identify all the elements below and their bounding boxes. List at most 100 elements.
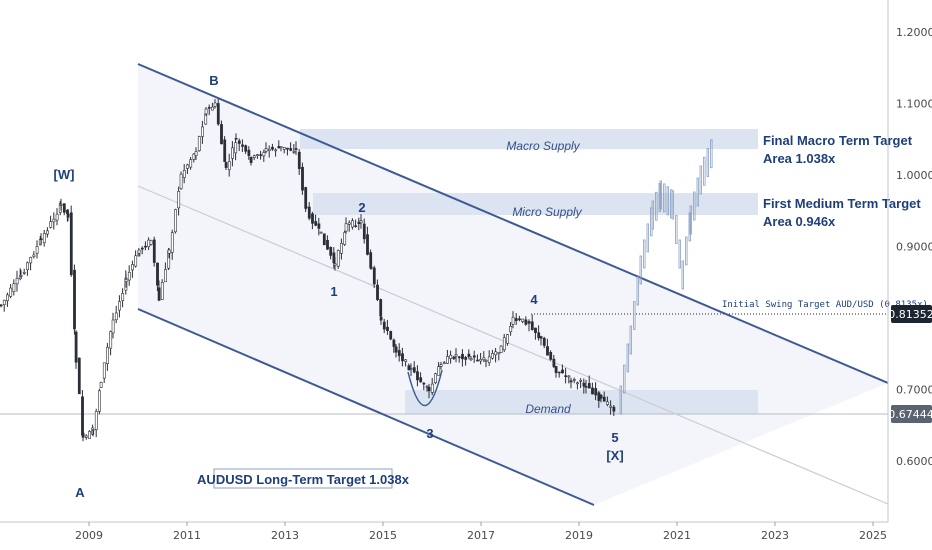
- candle-body: [366, 234, 369, 255]
- candle-body: [15, 278, 19, 285]
- candle-body: [506, 334, 509, 344]
- candle-body: [77, 357, 81, 395]
- projection-candle: [689, 205, 693, 235]
- candle-body: [234, 138, 238, 140]
- micro-supply-zone: [313, 193, 758, 215]
- candle-body: [354, 225, 358, 227]
- projection-candle: [675, 215, 678, 244]
- candle-body: [19, 275, 23, 277]
- candle-body: [479, 359, 483, 362]
- candle-body: [372, 267, 376, 285]
- x-tick-label: 2019: [565, 529, 593, 542]
- candle-body: [379, 316, 383, 321]
- candle-body: [282, 147, 286, 150]
- candle-body: [446, 356, 449, 364]
- projection-candle: [633, 301, 636, 330]
- candle-body: [469, 358, 473, 361]
- wave-label-2: 2: [358, 200, 365, 215]
- candle-body: [609, 405, 613, 408]
- candle-body: [569, 380, 573, 383]
- candle-body: [304, 206, 308, 209]
- candle-body: [94, 411, 98, 431]
- candle-body: [416, 371, 419, 381]
- x-tick-label: 2023: [761, 529, 789, 542]
- x-tick-label: 2017: [467, 529, 495, 542]
- projection-candle: [710, 139, 713, 169]
- candle-body: [397, 350, 401, 357]
- candle-body: [137, 249, 141, 254]
- candle-body: [301, 166, 304, 191]
- projection-candle: [636, 276, 640, 306]
- candle-body: [494, 351, 498, 356]
- projection-candle: [639, 255, 643, 285]
- candle-body: [164, 269, 167, 283]
- candle-body: [412, 367, 416, 373]
- projection-candle: [693, 191, 696, 221]
- candle-body: [106, 346, 109, 364]
- candle-body: [182, 170, 186, 178]
- candle-body: [256, 154, 259, 157]
- candle-body: [81, 432, 85, 438]
- candle-body: [62, 203, 66, 213]
- candle-body: [277, 146, 281, 149]
- x-tick-label: 2015: [369, 529, 397, 542]
- candle-body: [518, 318, 521, 321]
- candle-body: [32, 254, 36, 257]
- candle-body: [98, 390, 101, 412]
- final-target-line1: Final Macro Term Target: [763, 133, 913, 148]
- candle-body: [157, 287, 161, 301]
- projection-candle: [663, 183, 666, 213]
- wave-label-4: 4: [530, 292, 538, 307]
- candle-body: [599, 394, 603, 399]
- candle-body: [344, 223, 348, 232]
- candle-body: [252, 155, 256, 158]
- candle-body: [612, 406, 616, 412]
- candle-body: [147, 239, 151, 247]
- wave-label-a: A: [75, 485, 85, 500]
- candle-body: [207, 107, 211, 109]
- candle-body: [289, 148, 293, 151]
- candle-body: [499, 345, 503, 353]
- micro-supply-label: Micro Supply: [512, 205, 582, 219]
- long-term-target-label: AUDUSD Long-Term Target 1.038x: [197, 472, 410, 487]
- candle-body: [220, 124, 223, 145]
- candle-body: [591, 387, 594, 395]
- candle-body: [216, 103, 220, 125]
- candle-body: [404, 359, 408, 362]
- projection-candle: [659, 180, 663, 210]
- y-tick-label: 1.20000: [896, 26, 932, 39]
- wave-label-x: [X]: [606, 448, 623, 463]
- candle-body: [35, 246, 39, 254]
- candle-body: [52, 218, 56, 223]
- final-target-line2: Area 1.038x: [763, 151, 836, 166]
- projection-candle: [678, 239, 682, 269]
- candle-body: [49, 221, 53, 228]
- candle-body: [326, 239, 329, 250]
- candle-body: [213, 102, 217, 107]
- candle-body: [26, 262, 29, 270]
- candle-body: [602, 396, 606, 402]
- candle-body: [249, 156, 253, 163]
- wave-label-b: B: [209, 73, 218, 88]
- candle-body: [457, 356, 461, 359]
- candle-body: [472, 355, 476, 358]
- candle-body: [241, 144, 244, 147]
- candle-body: [594, 388, 598, 396]
- y-tick-label: 0.60000: [896, 455, 932, 468]
- candle-body: [582, 382, 586, 387]
- candle-body: [55, 213, 59, 221]
- svg-text:0.81352: 0.81352: [888, 308, 932, 321]
- candle-body: [564, 375, 568, 377]
- candle-body: [22, 272, 26, 274]
- candle-body: [542, 338, 546, 346]
- candle-body: [497, 352, 501, 355]
- candle-body: [286, 147, 289, 150]
- candle-body: [449, 354, 453, 359]
- candle-body: [114, 312, 118, 321]
- projection-candle: [681, 260, 685, 290]
- candle-body: [546, 346, 549, 356]
- projection-candle: [703, 156, 706, 186]
